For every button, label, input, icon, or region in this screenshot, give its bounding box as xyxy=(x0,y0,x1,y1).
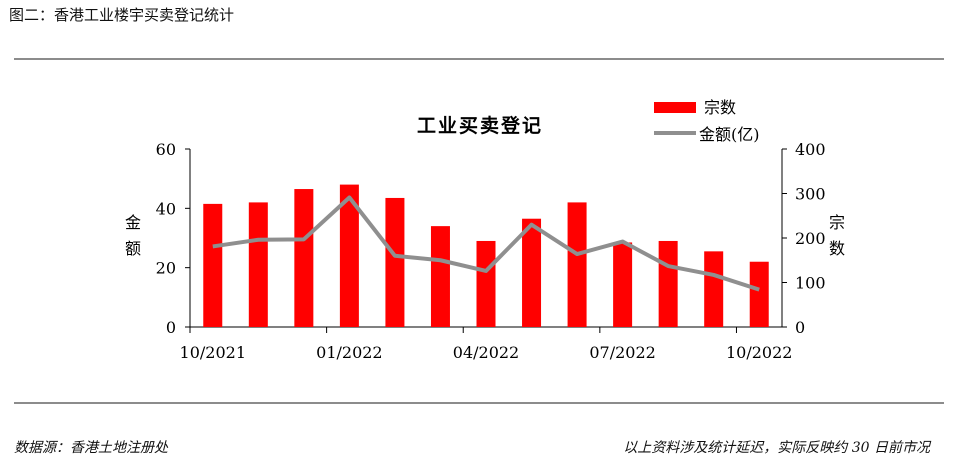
bar xyxy=(339,184,359,327)
bar xyxy=(522,218,542,327)
x-tick-label: 10/2021 xyxy=(180,343,246,362)
delay-note: 以上资料涉及统计延迟，实际反映约 30 日前市况 xyxy=(623,440,930,456)
bottom-rule xyxy=(14,402,944,404)
right-axis-label: 数 xyxy=(829,239,845,258)
bar xyxy=(476,240,496,327)
right-tick-label: 100 xyxy=(795,274,826,293)
source-note: 数据源：香港土地注册处 xyxy=(14,440,168,456)
bar xyxy=(430,226,450,327)
right-tick-label: 400 xyxy=(795,140,826,159)
bar xyxy=(613,242,633,327)
top-rule xyxy=(14,58,944,60)
left-tick-label: 20 xyxy=(156,259,176,278)
x-tick-label: 10/2022 xyxy=(726,343,792,362)
line-series xyxy=(212,195,760,292)
left-axis-label: 金 xyxy=(125,213,141,232)
x-tick-label: 07/2022 xyxy=(589,343,655,362)
right-axis-label: 宗 xyxy=(829,213,845,232)
left-tick-label: 40 xyxy=(156,199,176,218)
legend-bar-label: 宗数 xyxy=(704,98,736,117)
bar xyxy=(567,202,587,327)
bar xyxy=(749,261,769,327)
bar xyxy=(248,202,268,327)
bar xyxy=(203,203,223,327)
right-tick-label: 300 xyxy=(795,185,826,204)
bar xyxy=(658,240,678,327)
left-tick-label: 60 xyxy=(156,140,176,159)
legend-bar-swatch xyxy=(654,102,696,113)
legend-line-label: 金额(亿) xyxy=(699,125,760,144)
x-tick-label: 04/2022 xyxy=(453,343,519,362)
left-axis-label: 额 xyxy=(125,239,141,258)
bar xyxy=(294,189,314,327)
left-tick-label: 0 xyxy=(166,318,176,337)
bar xyxy=(704,251,724,327)
figure-caption: 图二：香港工业楼宇买卖登记统计 xyxy=(9,6,235,24)
right-tick-label: 0 xyxy=(795,318,805,337)
x-tick-label: 01/2022 xyxy=(316,343,382,362)
right-tick-label: 200 xyxy=(795,229,826,248)
bar xyxy=(385,197,405,327)
chart-title: 工业买卖登记 xyxy=(417,114,543,137)
